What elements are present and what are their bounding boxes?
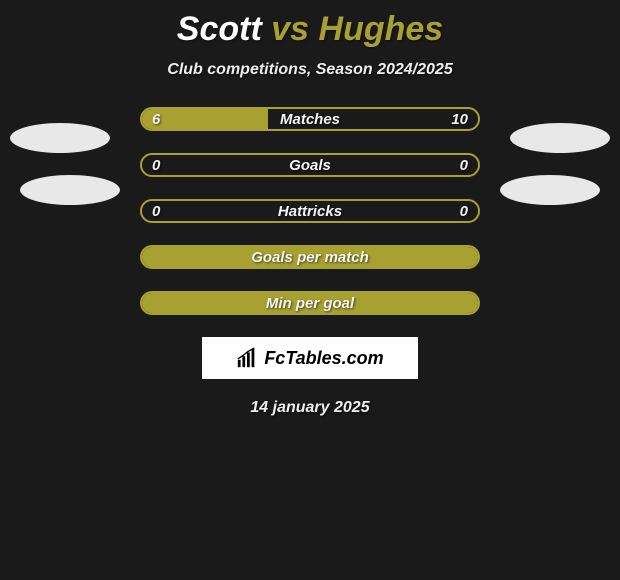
subtitle: Club competitions, Season 2024/2025 — [0, 61, 620, 79]
stat-label: Goals per match — [142, 247, 478, 267]
brand-chart-icon — [236, 347, 258, 369]
stat-bar-matches: 6 Matches 10 — [140, 107, 480, 131]
vs-text: vs — [271, 10, 309, 48]
player1-avatar-1 — [10, 123, 110, 153]
stat-value-right: 10 — [451, 109, 468, 129]
player2-avatar-1 — [510, 123, 610, 153]
stat-label: Matches — [142, 109, 478, 129]
stat-label: Min per goal — [142, 293, 478, 313]
date-text: 14 january 2025 — [0, 399, 620, 417]
player2-avatar-2 — [500, 175, 600, 205]
stat-bar-goals: 0 Goals 0 — [140, 153, 480, 177]
brand-text: FcTables.com — [264, 348, 383, 369]
comparison-title: Scott vs Hughes — [0, 0, 620, 49]
stat-label: Hattricks — [142, 201, 478, 221]
stat-bar-min-per-goal: Min per goal — [140, 291, 480, 315]
stat-label: Goals — [142, 155, 478, 175]
player1-name: Scott — [177, 10, 262, 48]
player2-name: Hughes — [319, 10, 444, 48]
stat-bar-goals-per-match: Goals per match — [140, 245, 480, 269]
stat-value-right: 0 — [460, 201, 468, 221]
player1-avatar-2 — [20, 175, 120, 205]
stat-bar-hattricks: 0 Hattricks 0 — [140, 199, 480, 223]
brand-badge: FcTables.com — [202, 337, 418, 379]
stat-value-right: 0 — [460, 155, 468, 175]
